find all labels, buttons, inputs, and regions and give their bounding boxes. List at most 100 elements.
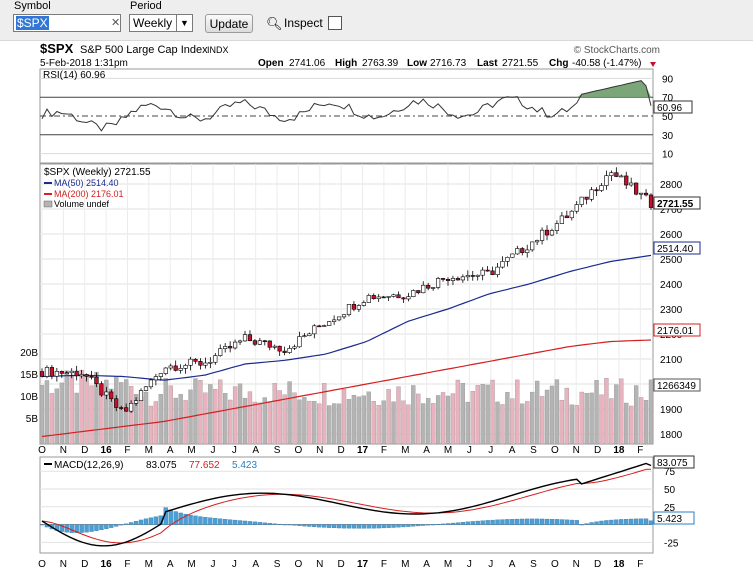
volume-bar — [227, 399, 233, 445]
macd-histogram-bar — [416, 524, 421, 527]
candle-body — [366, 295, 371, 303]
candle-body — [520, 248, 525, 253]
x-axis-label: J — [488, 445, 493, 456]
candle-body — [574, 204, 579, 212]
macd-hist-tag: 5.423 — [657, 514, 682, 525]
volume-bar — [173, 397, 178, 445]
macd-panel: MACD(12,26,9) 83.075 77.652 5.423 75 50 25… — [39, 455, 695, 554]
candle-body — [624, 175, 629, 186]
candle-body — [44, 367, 50, 377]
x-axis-label: 18 — [613, 559, 625, 570]
x-axis-label: M — [401, 445, 409, 456]
volume-bar — [450, 393, 456, 445]
price-panel: $SPX (Weekly) 2721.55 MA(50) 2514.40 MA(… — [20, 163, 701, 445]
candle-body — [104, 391, 109, 396]
volume-bar — [406, 404, 411, 445]
candle-body — [638, 192, 644, 195]
volume-bar — [510, 398, 515, 445]
macd-histogram-bar — [530, 518, 535, 525]
volume-bar — [104, 379, 109, 445]
macd-histogram-bar — [312, 524, 317, 527]
volume-bar — [302, 397, 307, 445]
candle-body — [530, 241, 535, 251]
candle-body — [411, 290, 416, 297]
candle-body — [475, 274, 480, 277]
rsi-legend: RSI(14) 60.96 — [43, 70, 106, 81]
x-axis-label: D — [81, 559, 88, 570]
candle-body — [569, 210, 574, 219]
candle-body — [49, 367, 55, 377]
macd-histogram-bar — [267, 523, 272, 525]
macd-histogram-bar — [574, 520, 579, 525]
candle-body — [213, 355, 218, 363]
inspect-toggle[interactable]: 🔍︎ — [266, 16, 283, 32]
x-axis-label: A — [509, 445, 516, 456]
macd-histogram-bar — [109, 524, 114, 528]
volume-bar — [272, 383, 277, 445]
candle-body — [396, 294, 401, 299]
volume-bar — [267, 402, 272, 445]
macd-histogram-bar — [153, 516, 159, 525]
volume-bar — [89, 385, 94, 445]
volume-bar — [455, 379, 461, 445]
macd-histogram-bar — [470, 521, 475, 525]
volume-bar — [435, 395, 441, 445]
x-axis-label: A — [252, 445, 259, 456]
candle-body — [470, 275, 475, 277]
candle-body — [208, 361, 213, 364]
volume-bar — [366, 391, 371, 445]
x-axis-label: 17 — [357, 445, 369, 456]
period-label: Period — [130, 0, 162, 12]
volume-bar — [317, 403, 322, 445]
volume-bar — [44, 380, 50, 445]
volume-bar — [515, 379, 520, 445]
volume-bar — [594, 380, 599, 445]
volume-bar — [356, 396, 362, 445]
clear-icon[interactable]: ✕ — [111, 17, 121, 29]
x-axis-label: A — [423, 559, 430, 570]
macd-histogram-bar — [638, 518, 644, 525]
x-axis-label: M — [401, 559, 409, 570]
volume-bar — [54, 388, 60, 445]
x-axis-label: M — [444, 445, 452, 456]
volume-bar — [183, 400, 188, 445]
macd-histogram-bar — [520, 518, 525, 525]
x-axis-label: J — [210, 445, 215, 456]
volume-bar — [262, 397, 267, 445]
macd-histogram-bar — [584, 523, 589, 525]
volume-bar — [505, 392, 510, 445]
candle-body — [559, 215, 564, 224]
volume-bar — [94, 371, 99, 445]
volume-bar — [331, 403, 337, 445]
candle-body — [406, 296, 411, 300]
macd-histogram-bar — [549, 519, 555, 525]
volume-bar — [470, 391, 475, 445]
x-axis-label: 16 — [101, 445, 113, 456]
inspect-checkbox[interactable] — [328, 16, 342, 30]
symbol-input[interactable]: $SPX — [13, 14, 121, 32]
volume-bar — [143, 391, 149, 445]
macd-histogram-bar — [307, 524, 312, 527]
macd-histogram-bar — [327, 524, 332, 528]
chart-date: 5-Feb-2018 1:31pm — [40, 58, 128, 69]
candle-body — [74, 370, 79, 377]
macd-histogram-bar — [480, 520, 485, 525]
update-button[interactable]: Update — [205, 14, 253, 33]
macd-histogram-bar — [495, 519, 500, 525]
volume-bar — [297, 399, 302, 445]
volume-tick-label: 10B — [20, 392, 38, 403]
price-value-tags: 2721.55 2514.40 2176.01 1266349 — [653, 196, 701, 392]
volume-bar — [39, 385, 45, 445]
period-select[interactable]: Weekly ▼ — [129, 14, 193, 32]
candle-body — [490, 270, 495, 275]
macd-histogram-bar — [554, 519, 560, 525]
candle-body — [124, 407, 129, 412]
x-axis-label: D — [81, 445, 88, 456]
x-axis-label: J — [467, 445, 472, 456]
volume-bar — [465, 401, 470, 445]
macd-histogram-bar — [173, 511, 178, 525]
macd-histogram-bar — [544, 518, 550, 525]
macd-histogram-bar — [589, 522, 594, 525]
macd-histogram-bar — [406, 524, 411, 527]
candle-body — [391, 294, 396, 297]
